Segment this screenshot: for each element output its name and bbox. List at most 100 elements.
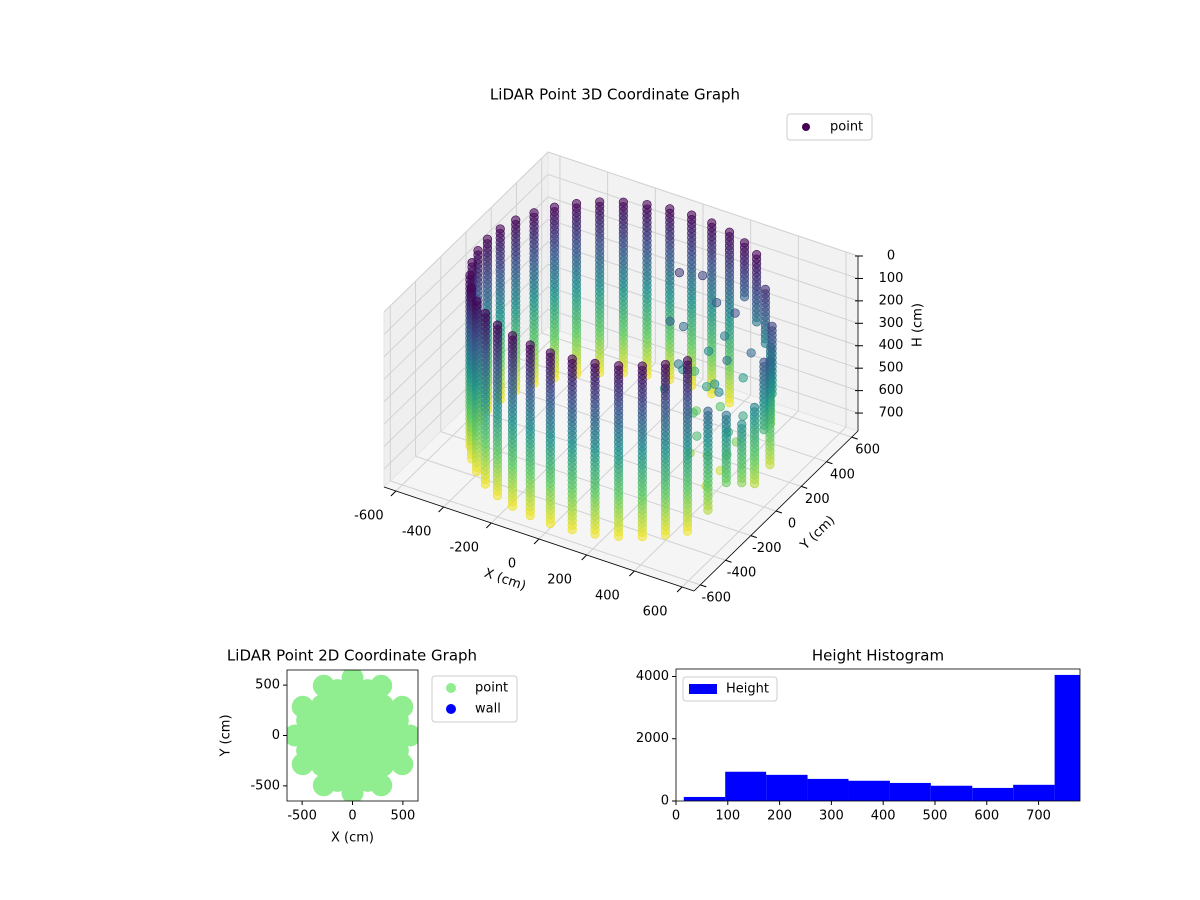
point (730, 308, 740, 318)
point-column (595, 197, 605, 378)
y-tick-label: 0 (272, 728, 280, 743)
point (738, 373, 748, 383)
point (746, 348, 756, 358)
point-column (480, 308, 490, 489)
tick-mark (801, 485, 808, 489)
x-tick-label: 200 (767, 809, 792, 824)
point (371, 724, 394, 747)
point (682, 526, 693, 536)
point (326, 724, 349, 747)
y-tick-label: -400 (727, 566, 757, 581)
grid-line (390, 480, 701, 586)
bar (1013, 784, 1055, 801)
bar (725, 771, 767, 801)
point (287, 724, 307, 747)
point (752, 317, 762, 327)
point (356, 754, 379, 777)
bar (930, 785, 973, 801)
point-column (721, 410, 731, 488)
bar (766, 774, 808, 801)
point (326, 694, 349, 717)
z-tick-label: 500 (879, 361, 904, 376)
point (692, 431, 702, 441)
point (341, 670, 364, 690)
point-column (525, 340, 535, 521)
tick-mark (826, 461, 833, 465)
point-column (571, 198, 582, 379)
legend-label: wall (475, 702, 501, 717)
z-axis-label: H (cm) (911, 303, 926, 347)
bar (807, 778, 849, 801)
point (311, 724, 334, 747)
point-column (739, 238, 750, 302)
point-column (637, 361, 647, 542)
grid-line (383, 151, 549, 313)
point (714, 387, 724, 397)
point (678, 321, 689, 332)
point (749, 479, 760, 489)
x-tick-label: 300 (819, 809, 844, 824)
point (312, 774, 335, 797)
point (759, 424, 769, 435)
point (737, 478, 747, 488)
x-tick-label: 100 (715, 809, 740, 824)
point-column (472, 296, 482, 477)
point (765, 460, 775, 470)
point (674, 268, 685, 278)
point-column (549, 202, 560, 383)
point-column (724, 227, 735, 408)
point (739, 292, 750, 302)
bar (848, 780, 890, 801)
tick-mark (676, 586, 683, 593)
point (312, 674, 335, 697)
grid-line (541, 332, 852, 438)
bar (1054, 674, 1080, 801)
point-column (567, 354, 577, 535)
point-column (760, 284, 770, 348)
y-axis-label: Y (cm) (219, 714, 234, 757)
point (371, 694, 394, 717)
point (311, 709, 334, 732)
point (724, 398, 735, 408)
point-column (590, 358, 600, 539)
x-tick-label: 400 (595, 589, 620, 604)
tick-mark (750, 535, 757, 539)
y-tick-label: 200 (805, 492, 830, 507)
point (704, 346, 714, 356)
legend-marker (446, 683, 456, 693)
chart-title: Height Histogram (812, 647, 944, 665)
tick-mark (700, 584, 707, 588)
point (391, 753, 414, 776)
z-tick-label: 300 (879, 316, 904, 331)
point (291, 695, 314, 718)
point-column (642, 199, 652, 380)
x-tick-label: 600 (643, 605, 668, 620)
point (311, 754, 334, 777)
point (712, 297, 722, 308)
point (341, 781, 364, 801)
x-tick-label: 0 (672, 809, 680, 824)
point-column (614, 361, 624, 541)
point (326, 754, 349, 777)
point (356, 739, 379, 762)
point-column (618, 197, 628, 378)
point (660, 530, 671, 540)
point (311, 694, 334, 717)
point (356, 724, 379, 747)
y-tick-label: 2000 (636, 731, 669, 746)
point-column (749, 402, 760, 489)
point (614, 531, 624, 541)
point (371, 754, 394, 777)
point-column (737, 419, 747, 488)
x-tick-label: 600 (974, 809, 999, 824)
bar (683, 796, 726, 801)
point (492, 491, 503, 501)
point-column (687, 210, 697, 391)
point (545, 518, 555, 529)
z-tick-label: 100 (879, 271, 904, 286)
legend-marker (446, 704, 456, 714)
point-column (545, 348, 555, 529)
point (697, 270, 708, 281)
bar (889, 782, 931, 801)
